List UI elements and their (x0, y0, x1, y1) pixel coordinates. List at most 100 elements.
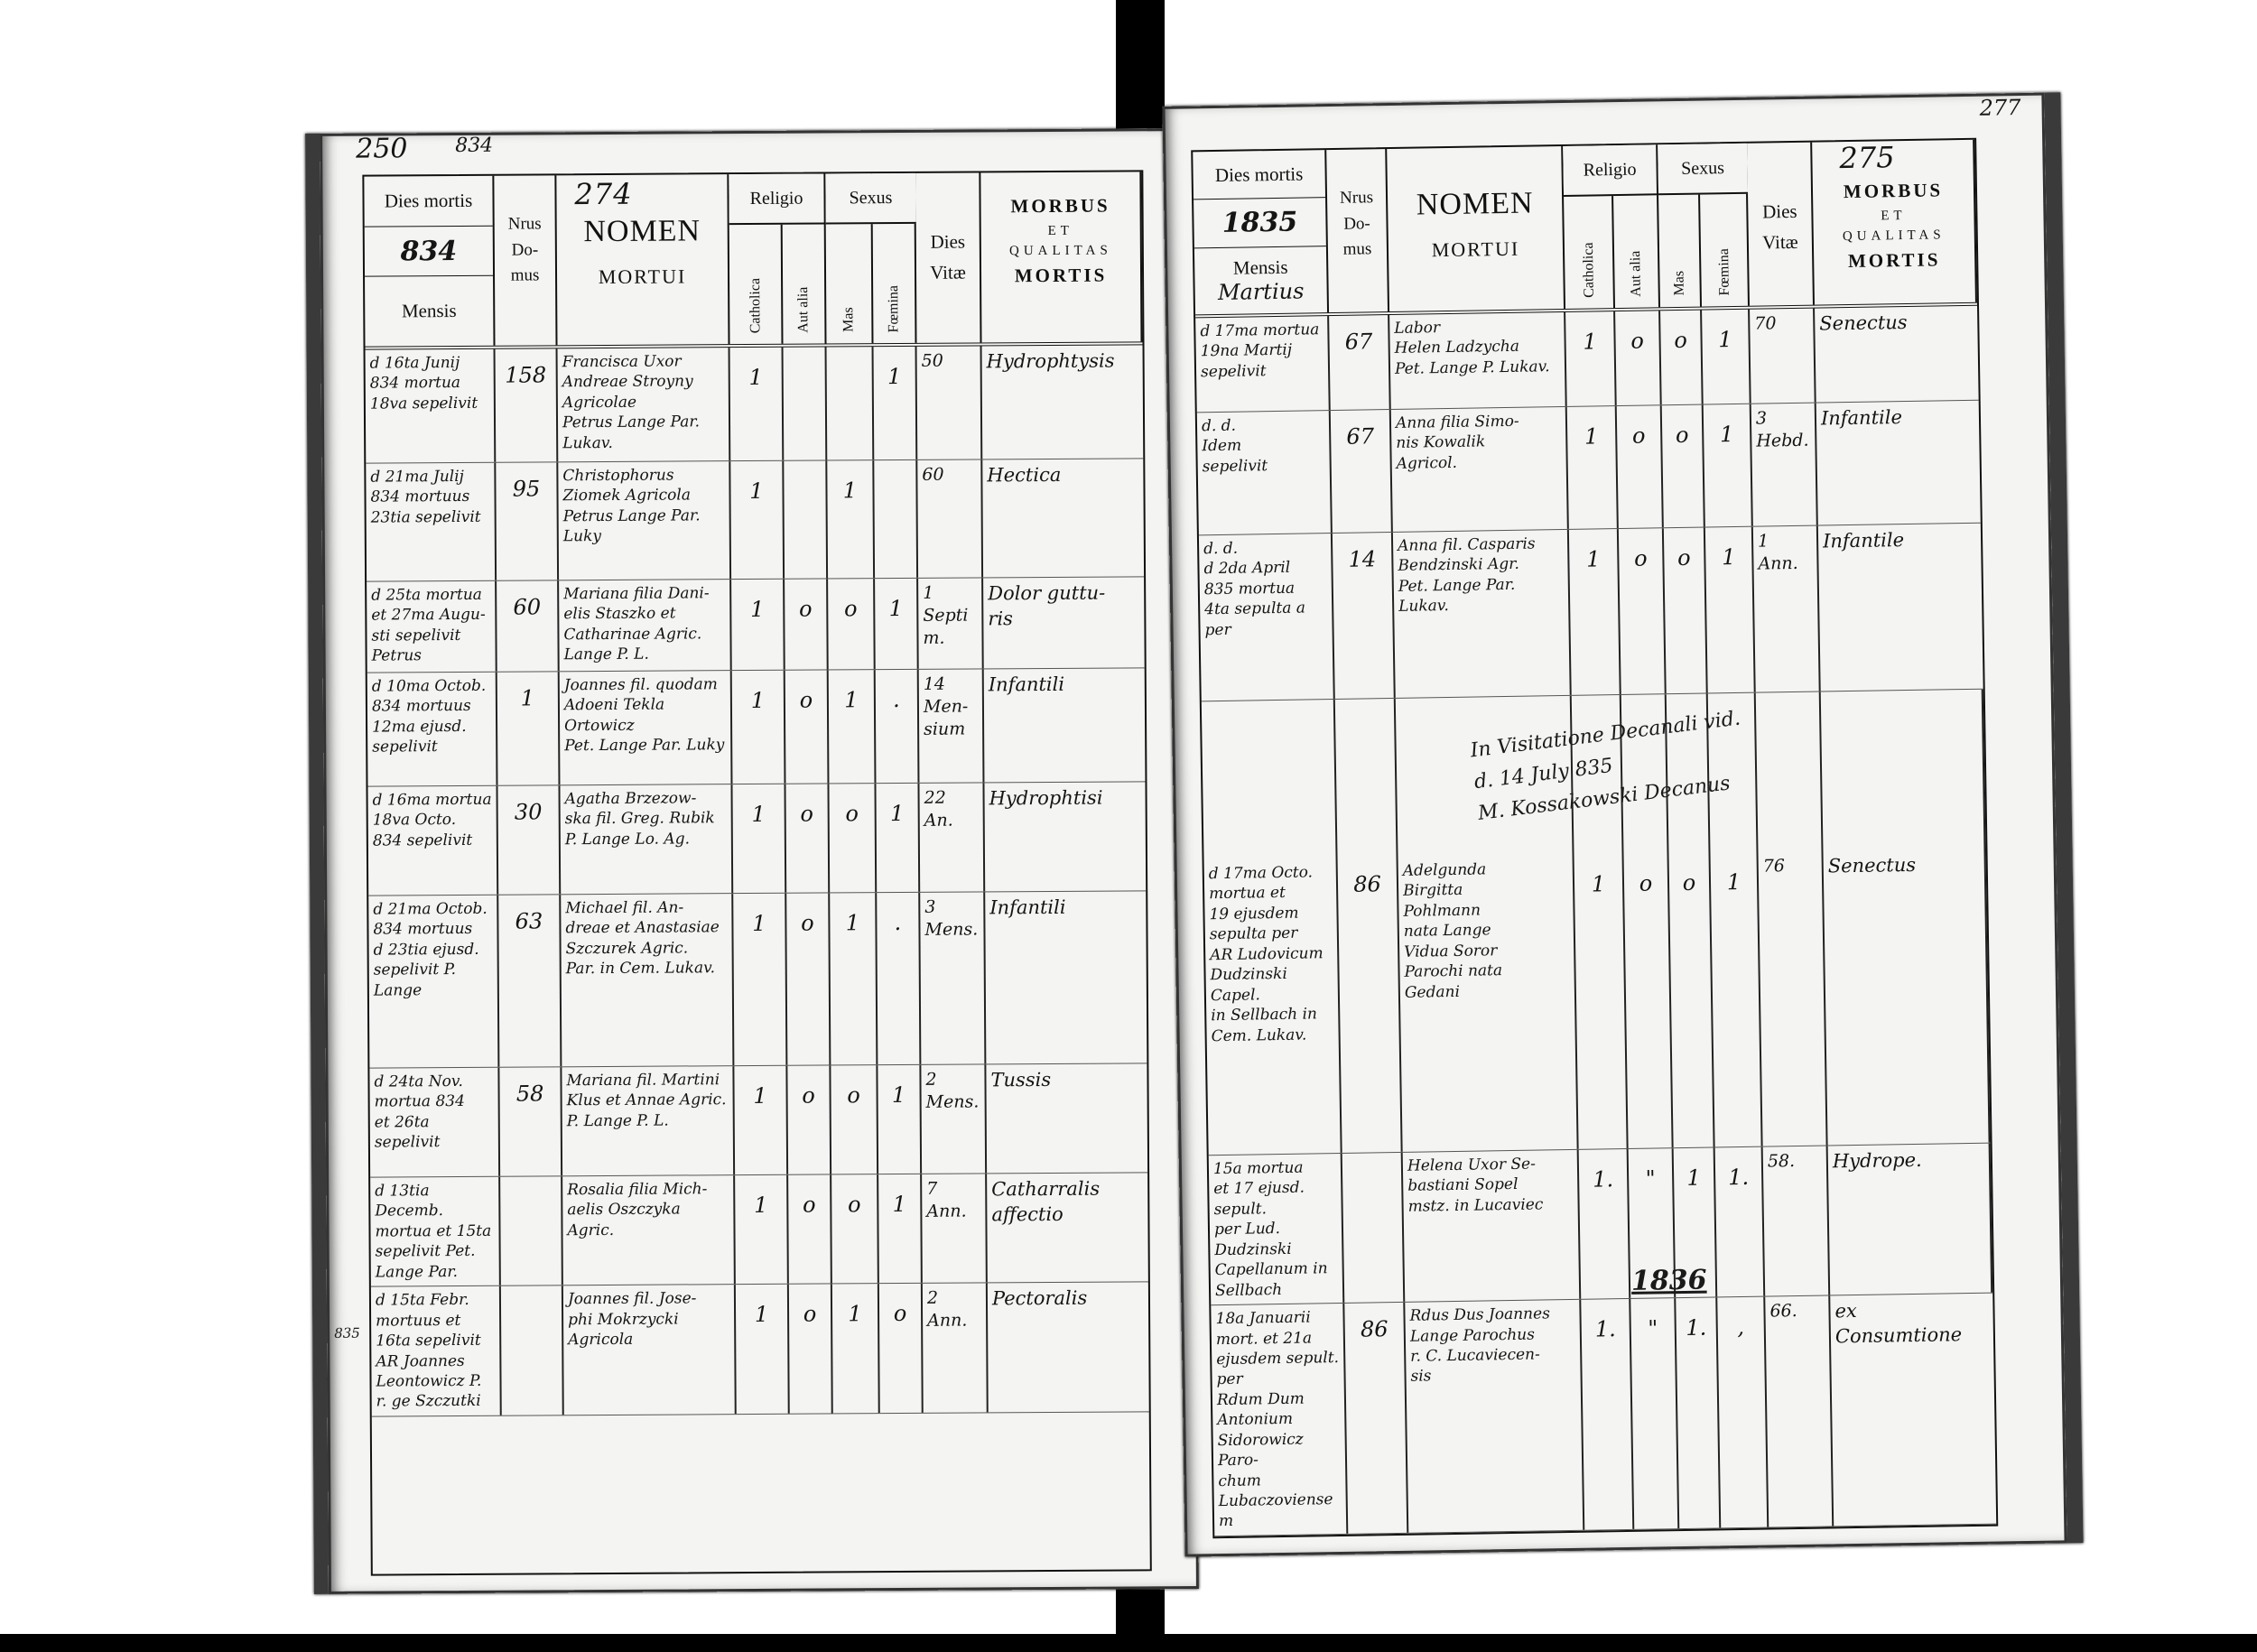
label-mas: Mas (1671, 271, 1687, 297)
age-cell: 7 Ann. (922, 1174, 988, 1284)
label-nrus: Nrus (507, 214, 542, 234)
house-number-cell: 67 (1330, 409, 1393, 534)
female-cell (874, 459, 919, 579)
catholic-cell: 1 (731, 579, 785, 671)
catholic-cell: 1. (1578, 1148, 1631, 1299)
male-cell: o (831, 1174, 879, 1284)
header-dies-mortis: Dies mortis 1835 Mensis Martius (1193, 150, 1330, 315)
date-cell: d. d. d 2da April 835 mortua 4ta sepulta… (1198, 534, 1335, 701)
catholic-cell: 1 (729, 347, 785, 461)
other-religion-cell: " (1630, 1298, 1680, 1529)
catholic-cell: 1 (1565, 311, 1617, 406)
header-dies-vitae: Dies Vitæ (915, 172, 982, 343)
name-cell: Anna filia Simo- nis Kowalik Agricol. (1390, 406, 1569, 532)
name-cell: Anna fil. Casparis Bendzinski Agr. Pet. … (1392, 529, 1572, 698)
age-cell: 76 (1755, 691, 1828, 1146)
female-cell: 1 (1702, 309, 1751, 404)
label-et: ET (1881, 208, 1907, 223)
catholic-cell: 1 (735, 1284, 790, 1414)
age-cell: 3 Hebd. (1751, 403, 1818, 526)
house-number-cell: 95 (496, 462, 560, 580)
male-cell: o (828, 579, 876, 670)
label-vitae: Vitæ (1761, 230, 1798, 254)
name-cell: Joannes fil. quodam Adoeni Tekla Ortowic… (559, 671, 733, 785)
cause-of-death-cell: Hydrophtisi (989, 786, 1103, 810)
name-cell: Joannes fil. Jose- phi Mokrzycki Agricol… (562, 1285, 737, 1415)
table-row: d 21ma Octob. 834 mortuus d 23tia ejusd.… (368, 891, 1147, 1069)
male-cell: o (831, 1065, 879, 1174)
page-number: 274 (574, 176, 633, 212)
catholic-cell: 1 (730, 460, 785, 580)
register-table: Dies mortis 834 Mensis Nrus Do- mus 274 N… (362, 170, 1152, 1576)
other-religion-cell: o (786, 893, 831, 1065)
male-cell: o (1663, 527, 1708, 694)
male-cell: 1. (1676, 1297, 1722, 1528)
label-mas: Mas (841, 307, 857, 333)
label-domus: Do- mus (510, 239, 540, 285)
table-header: Dies mortis 1835 Mensis Martius Nrus Do- m… (1193, 139, 1978, 319)
table-header: Dies mortis 834 Mensis Nrus Do- mus 274 N… (364, 172, 1143, 350)
date-cell: d 25ta mortua et 27ma Augu- sti sepelivi… (367, 580, 497, 673)
label-mortis: MORTIS (1014, 264, 1108, 286)
table-row: d 15ta Febr. mortuus et 16ta sepelivit A… (370, 1282, 1149, 1417)
age-cell: 1 Ann. (1752, 525, 1821, 692)
header-sexus: Sexus (1658, 143, 1749, 196)
cause-of-death-cell: Catharralis affectio (991, 1177, 1101, 1226)
date-cell: d 16ta Junij 834 mortua 18va sepelivit (365, 348, 497, 463)
label-morbus: MORBUS (1010, 194, 1110, 218)
cause-of-death-cell: Infantile (1820, 406, 1903, 430)
female-cell: . (875, 669, 920, 784)
female-cell: 1 (876, 783, 921, 893)
cause-of-death-cell: Pectoralis (991, 1286, 1088, 1310)
name-cell: Agatha Brzezow- ska fil. Greg. Rubik P. … (560, 784, 734, 895)
header-religio: Religio (729, 173, 826, 226)
label-mensis: Mensis (1232, 255, 1288, 279)
cause-of-death-cell: Senectus (1819, 311, 1908, 335)
label-nrus: Nrus (1339, 188, 1374, 208)
date-cell: 15a mortua et 17 ejusd. sepult. per Lud.… (1208, 1153, 1345, 1305)
other-religion-cell: o (1616, 405, 1664, 529)
catholic-cell: 1. (1581, 1298, 1635, 1530)
label-aut-alia: Aut alia (1628, 250, 1644, 297)
house-number-cell: 60 (497, 580, 560, 672)
year-note: 834 (455, 134, 494, 157)
label-mortis: MORTIS (1847, 247, 1941, 272)
catholic-cell: 1 (733, 893, 788, 1066)
catholic-cell: 1 (1566, 406, 1619, 529)
label-vitae: Vitæ (930, 261, 966, 283)
male-cell (826, 347, 875, 460)
date-cell: d 21ma Julij 834 mortuus 23tia sepelivit (366, 462, 497, 581)
name-cell: Helena Uxor Se- bastiani Sopel mstz. in … (1402, 1149, 1582, 1302)
age-cell: 22 An. (919, 783, 986, 892)
male-cell: o (1660, 310, 1704, 405)
age-cell: 60 (917, 459, 984, 578)
cause-of-death-cell: Infantile (1822, 529, 1905, 552)
date-cell: d 16ma mortua 18va Octo. 834 sepelivit (367, 785, 499, 896)
label-mortui: MORTUI (598, 265, 687, 289)
name-cell: Labor Helen Ladzycha Pet. Lange P. Lukav… (1389, 311, 1567, 409)
house-number-cell: 58 (499, 1067, 563, 1176)
age-cell: 3 Mens. (920, 892, 987, 1064)
house-number-cell: 158 (495, 348, 559, 462)
cause-of-death-cell: ex Consumtione (1834, 1300, 1963, 1348)
house-number-cell: 86 (1334, 698, 1403, 1153)
female-cell: . (877, 892, 922, 1065)
date-cell: 18a Januarii mort. et 21a ejusdem sepult… (1211, 1303, 1349, 1536)
name-cell: Christophorus Ziomek Agricola Petrus Lan… (558, 461, 732, 580)
label-dies-mortis: Dies mortis (364, 175, 493, 227)
header-nrus-domus: Nrus Do- mus (494, 175, 558, 346)
table-row: d 16ma mortua 18va Octo. 834 sepelivit 30… (367, 782, 1147, 896)
age-cell: 50 (916, 346, 983, 459)
other-religion-cell: o (1618, 528, 1667, 695)
table-row: 15a mortua et 17 ejusd. sepult. per Lud.… (1208, 1143, 1993, 1306)
table-row: d 21ma Julij 834 mortuus 23tia sepelivit… (366, 459, 1145, 582)
header-nomen-mortui: 274 NOMEN MORTUI (556, 174, 730, 346)
other-religion-cell: o (787, 1065, 832, 1174)
male-cell: 1 (831, 1284, 880, 1414)
catholic-cell: 1 (735, 1174, 789, 1285)
name-cell: Mariana filia Dani- elis Staszko et Cath… (559, 580, 732, 672)
female-cell: 1 (875, 578, 919, 670)
scan-border (0, 1634, 2257, 1652)
header-month: Martius (1217, 278, 1305, 305)
label-foemina: Fœmina (886, 284, 902, 333)
